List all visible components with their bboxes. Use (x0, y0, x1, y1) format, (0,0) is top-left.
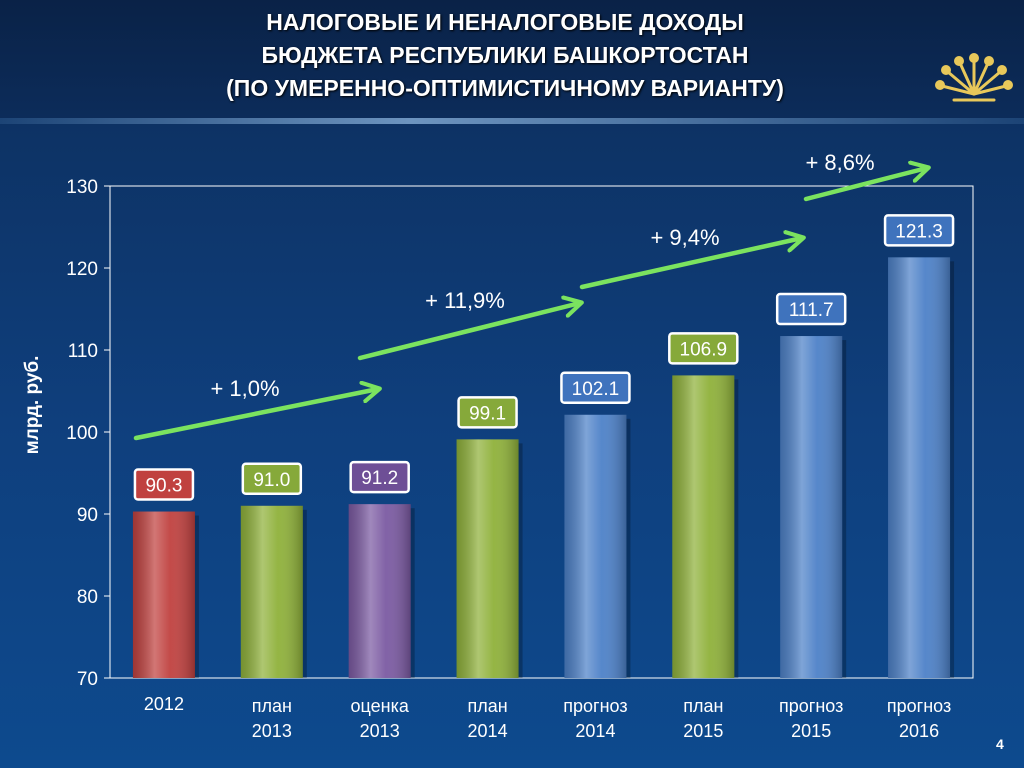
bar-highlight (240, 505, 303, 678)
slide-title-line-1: НАЛОГОВЫЕ И НЕНАЛОГОВЫЕ ДОХОДЫ (266, 9, 744, 35)
slide-title: НАЛОГОВЫЕ И НЕНАЛОГОВЫЕ ДОХОДЫ БЮДЖЕТА Р… (110, 6, 900, 105)
data-label: 106.9 (680, 339, 728, 360)
slide-title-line-2: БЮДЖЕТА РЕСПУБЛИКИ БАШКОРТОСТАН (261, 42, 749, 68)
header-band (0, 0, 1024, 118)
data-label: 99.1 (469, 403, 506, 424)
growth-arrow (803, 168, 927, 202)
header-divider (0, 118, 1024, 124)
growth-annotation: + 8,6% (805, 150, 874, 175)
bar-highlight (348, 504, 411, 678)
y-tick-label: 100 (66, 423, 98, 444)
x-category-label: план (252, 696, 292, 716)
growth-annotation: + 1,0% (210, 376, 279, 401)
x-category-label: 2012 (144, 694, 184, 714)
data-label-box (349, 460, 410, 494)
data-label-box (668, 332, 739, 365)
growth-annotation: + 9,4% (650, 225, 719, 250)
data-label-box (883, 214, 955, 247)
bar-highlight (456, 439, 519, 678)
y-tick-label: 110 (68, 341, 98, 362)
x-category-label: прогноз (887, 696, 951, 716)
x-category-label: 2013 (252, 721, 292, 741)
y-tick-label: 70 (77, 669, 98, 690)
data-label-box (775, 292, 847, 326)
growth-annotation: + 11,9% (425, 288, 505, 313)
data-label: 111.7 (789, 300, 834, 321)
growth-arrow (133, 389, 378, 441)
data-label: 90.3 (145, 476, 182, 497)
bar-highlight (132, 511, 195, 678)
bar-highlight (672, 375, 735, 678)
data-label: 121.3 (895, 221, 943, 242)
data-label-box (241, 462, 303, 496)
y-tick-label: 120 (66, 259, 98, 280)
bar-highlight (888, 257, 951, 678)
data-label-box (133, 468, 195, 501)
x-category-label: 2015 (791, 721, 831, 741)
x-category-label: план (467, 696, 507, 716)
x-category-label: 2015 (683, 721, 723, 741)
x-category-label: прогноз (563, 696, 627, 716)
x-category-label: оценка (351, 696, 410, 716)
x-category-label: 2014 (468, 721, 508, 741)
y-tick-label: 80 (77, 587, 98, 608)
x-category-label: 2014 (575, 721, 615, 741)
golden-flower-emblem-icon (935, 53, 1013, 102)
data-label: 91.0 (253, 470, 290, 491)
y-tick-label: 130 (66, 177, 98, 198)
data-label: 91.2 (361, 468, 398, 489)
bar-highlight (780, 336, 843, 678)
page-number: 4 (996, 736, 1004, 752)
bar-highlight (564, 414, 627, 678)
slide-title-line-3: (ПО УМЕРЕННО-ОПТИМИСТИЧНОМУ ВАРИАНТУ) (226, 75, 784, 101)
data-label-box (457, 396, 518, 429)
growth-arrow (357, 303, 580, 361)
y-tick-label: 90 (77, 505, 98, 526)
x-category-label: план (683, 696, 723, 716)
x-category-label: 2016 (899, 721, 939, 741)
data-label: 102.1 (572, 379, 620, 400)
x-category-label: 2013 (360, 721, 400, 741)
y-axis-title: млрд. руб. (22, 356, 43, 455)
data-label-box (560, 371, 631, 405)
growth-arrow (579, 238, 802, 290)
x-category-label: прогноз (779, 696, 843, 716)
